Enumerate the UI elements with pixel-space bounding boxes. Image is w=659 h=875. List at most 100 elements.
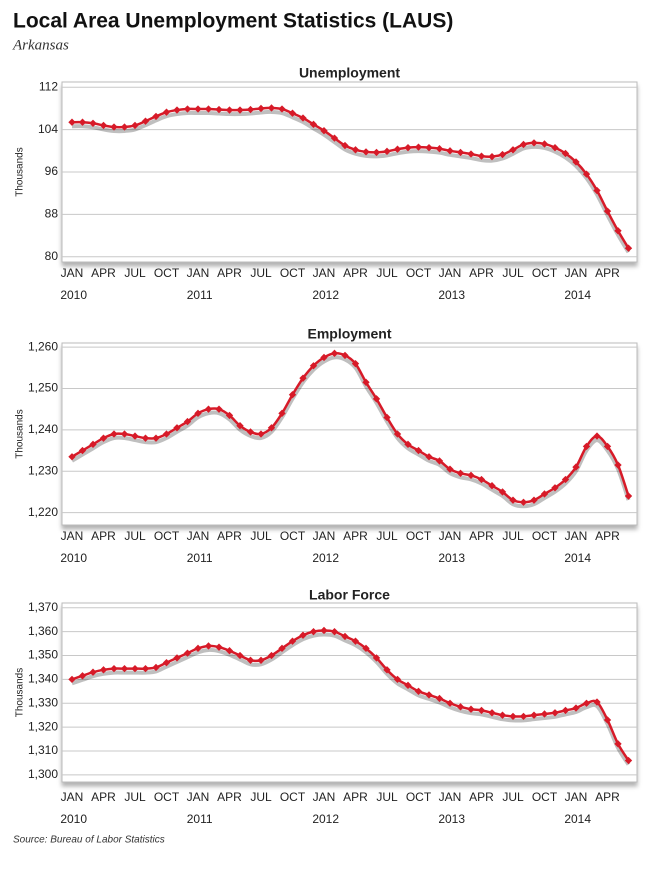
marker (131, 121, 139, 130)
x-tick-label: APR (217, 790, 242, 804)
x-tick-text: JUL (502, 266, 524, 280)
x-tick-text: JUL (250, 266, 272, 280)
marker (320, 626, 328, 635)
marker (68, 453, 76, 461)
x-tick-label: JAN 2010 (57, 529, 87, 565)
y-tick-label: 1,310 (28, 743, 58, 757)
marker (467, 471, 475, 480)
x-tick-text: JAN (61, 266, 84, 280)
x-tick-text: OCT (280, 266, 306, 280)
x-tick-label: JAN 2012 (309, 266, 339, 302)
x-tick-label: JAN 2013 (435, 529, 465, 565)
marker (393, 430, 402, 438)
x-tick-text: 2011 (183, 812, 212, 826)
x-tick-text: JUL (250, 790, 272, 804)
marker (603, 716, 612, 724)
marker (404, 143, 412, 152)
marker (236, 106, 244, 114)
x-tick-text: OCT (406, 790, 432, 804)
x-tick-text: JUL (124, 266, 146, 280)
x-tick-label: APR (217, 529, 242, 543)
y-tick-label: 1,260 (28, 339, 58, 353)
marker (603, 442, 612, 451)
marker (288, 109, 297, 117)
marker (278, 644, 286, 653)
marker (162, 430, 171, 438)
x-tick-label: JUL (124, 266, 146, 280)
marker (572, 463, 580, 471)
x-tick-label: OCT (406, 266, 432, 280)
marker (614, 740, 622, 748)
x-tick-text: OCT (154, 790, 180, 804)
x-tick-label: OCT (406, 790, 432, 804)
x-tick-label: JAN 2013 (435, 266, 465, 302)
marker (257, 104, 265, 113)
x-tick-text: JAN (313, 790, 336, 804)
page-title: Local Area Unemployment Statistics (LAUS… (13, 10, 453, 33)
chart-title: Labor Force (309, 587, 390, 603)
x-tick-text: APR (91, 529, 116, 543)
x-tick-label: OCT (280, 266, 306, 280)
series (68, 626, 633, 766)
y-tick-label: 1,340 (28, 672, 58, 686)
x-tick-label: APR (91, 266, 116, 280)
x-tick-label: JUL (502, 266, 524, 280)
x-tick-label: OCT (406, 529, 432, 543)
x-tick-text: 2013 (435, 812, 465, 826)
source: Source: Bureau of Labor Statistics (13, 835, 165, 846)
marker (561, 706, 570, 715)
marker (299, 114, 307, 122)
marker (582, 442, 591, 451)
marker (477, 475, 486, 484)
x-tick-text: JAN (439, 790, 462, 804)
x-tick-text: 2014 (561, 288, 591, 302)
marker (551, 484, 559, 492)
x-tick-text: 2013 (435, 288, 465, 302)
shadow-line (71, 109, 631, 254)
x-tick-label: OCT (532, 529, 558, 543)
x-tick-text: APR (595, 790, 620, 804)
x-tick-label: JUL (250, 790, 272, 804)
x-tick-label: JAN 2014 (561, 266, 591, 302)
x-tick-text: OCT (406, 266, 432, 280)
x-tick-label: APR (91, 529, 116, 543)
marker (183, 417, 192, 426)
x-tick-label: OCT (532, 266, 558, 280)
marker (89, 119, 97, 127)
x-tick-label: APR (91, 790, 116, 804)
subtitle: Arkansas (12, 37, 69, 53)
marker (194, 409, 202, 417)
marker (540, 140, 549, 148)
marker (404, 681, 412, 690)
x-tick-text: JUL (502, 529, 524, 543)
x-tick-text: 2010 (57, 288, 87, 302)
marker (204, 642, 213, 650)
x-tick-text: JAN (61, 790, 84, 804)
plot-area (61, 342, 638, 526)
x-tick-text: OCT (154, 266, 180, 280)
marker (194, 644, 202, 653)
marker (498, 711, 507, 719)
marker (246, 105, 255, 114)
x-tick-label: JAN 2010 (57, 266, 87, 302)
x-tick-text: OCT (280, 790, 306, 804)
marker (446, 147, 454, 155)
marker (320, 127, 328, 135)
y-tick-label: 96 (45, 164, 59, 178)
x-tick-label: JAN 2011 (183, 790, 212, 826)
y-tick-label: 1,230 (28, 463, 58, 477)
marker (498, 488, 507, 496)
x-tick-text: JAN (565, 266, 588, 280)
x-tick-text: 2012 (309, 288, 339, 302)
marker (110, 430, 118, 438)
marker (519, 498, 528, 506)
marker (278, 409, 286, 417)
marker (341, 141, 349, 150)
marker (362, 644, 370, 653)
marker (204, 405, 213, 413)
marker (477, 706, 486, 715)
x-tick-label: APR (343, 266, 368, 280)
x-tick-label: JUL (502, 529, 524, 543)
series (68, 349, 633, 509)
plot-area (61, 602, 638, 783)
